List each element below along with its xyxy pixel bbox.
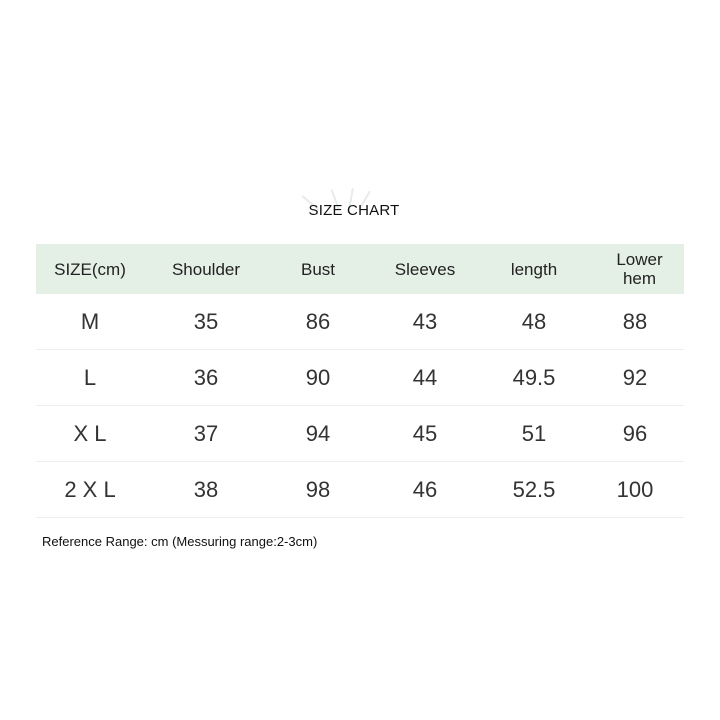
size-cell: L	[36, 349, 144, 406]
column-header: Lower hem	[586, 244, 684, 294]
value-cell: 52.5	[482, 461, 586, 518]
table-row: 2 X L 38 98 46 52.5 100	[36, 461, 684, 518]
page-title: SIZE CHART	[308, 202, 400, 219]
value-cell: 51	[482, 405, 586, 462]
value-cell: 100	[586, 461, 684, 518]
column-header: Bust	[268, 244, 368, 294]
value-cell: 35	[144, 294, 268, 350]
value-cell: 92	[586, 349, 684, 406]
value-cell: 38	[144, 461, 268, 518]
column-header: length	[482, 244, 586, 294]
reference-note: Reference Range: cm (Messuring range:2-3…	[42, 534, 318, 549]
value-cell: 44	[368, 349, 482, 406]
column-header: Shoulder	[144, 244, 268, 294]
value-cell: 86	[268, 294, 368, 350]
table-row: L 36 90 44 49.5 92	[36, 349, 684, 406]
column-header: SIZE(cm)	[36, 244, 144, 294]
size-table: SIZE(cm) Shoulder Bust Sleeves length Lower he…	[36, 244, 684, 518]
column-header: Sleeves	[368, 244, 482, 294]
value-cell: 45	[368, 405, 482, 462]
value-cell: 37	[144, 405, 268, 462]
table-row: X L 37 94 45 51 96	[36, 405, 684, 462]
value-cell: 49.5	[482, 349, 586, 406]
value-cell: 96	[586, 405, 684, 462]
size-cell: X L	[36, 405, 144, 462]
value-cell: 94	[268, 405, 368, 462]
size-cell: M	[36, 294, 144, 350]
table-row: M 35 86 43 48 88	[36, 294, 684, 350]
size-cell: 2 X L	[36, 461, 144, 518]
header-row: SIZE(cm) Shoulder Bust Sleeves length Lower he…	[36, 244, 684, 294]
value-cell: 90	[268, 349, 368, 406]
value-cell: 98	[268, 461, 368, 518]
value-cell: 36	[144, 349, 268, 406]
value-cell: 46	[368, 461, 482, 518]
value-cell: 88	[586, 294, 684, 350]
value-cell: 43	[368, 294, 482, 350]
value-cell: 48	[482, 294, 586, 350]
